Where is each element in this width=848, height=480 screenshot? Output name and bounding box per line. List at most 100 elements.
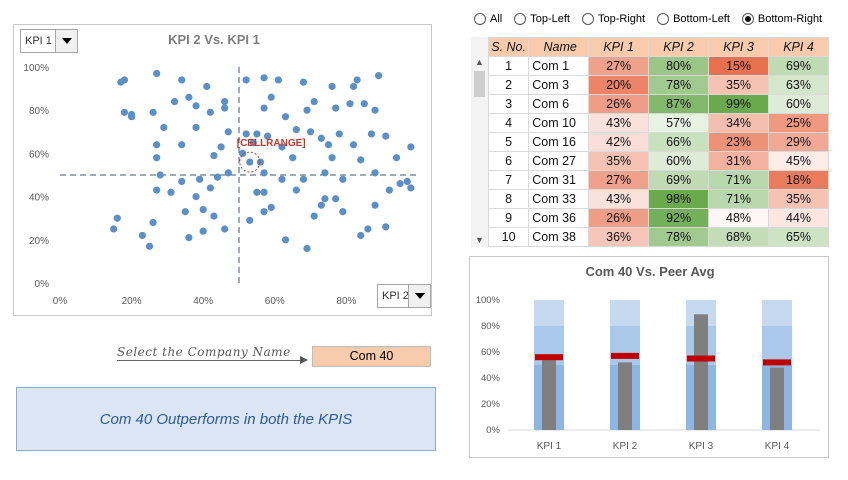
radio-button[interactable] bbox=[514, 13, 527, 25]
bullet-y-tick: 80% bbox=[481, 321, 501, 332]
x-axis-kpi-dropdown[interactable]: KPI 2 bbox=[377, 284, 431, 308]
table-row[interactable]: 8 Com 33 43% 98% 71% 35% bbox=[487, 189, 830, 209]
scatter-point bbox=[392, 154, 401, 162]
outcome-text: Com 40 Outperforms in both the KPIS bbox=[99, 410, 353, 428]
scatter-point bbox=[274, 76, 282, 84]
y-tick-label: 0% bbox=[35, 279, 50, 290]
table-cell-kpi3: 68% bbox=[708, 227, 769, 247]
table-cell-kpi3: 35% bbox=[708, 75, 769, 95]
radio-bottom-right[interactable]: Bottom-Right bbox=[741, 13, 822, 25]
table-row[interactable]: 3 Com 6 26% 87% 99% 60% bbox=[487, 94, 830, 114]
scatter-point bbox=[120, 108, 129, 116]
table-cell-kpi2: 57% bbox=[648, 113, 710, 133]
table-row[interactable]: 9 Com 36 26% 92% 48% 44% bbox=[487, 208, 830, 228]
y-axis-kpi-dropdown[interactable]: KPI 1 bbox=[20, 29, 78, 53]
scatter-point bbox=[185, 93, 193, 101]
scatter-point bbox=[138, 231, 146, 240]
table-row[interactable]: 2 Com 3 20% 78% 35% 63% bbox=[487, 75, 830, 95]
table-row[interactable]: 1 Com 1 27% 80% 15% 69% bbox=[487, 56, 830, 76]
scatter-point bbox=[353, 76, 361, 84]
scatter-point bbox=[221, 104, 229, 112]
scatter-point bbox=[371, 106, 379, 114]
scatter-point bbox=[260, 74, 268, 82]
scatter-point bbox=[396, 180, 404, 188]
bullet-band bbox=[534, 300, 564, 326]
table-row[interactable]: 6 Com 27 35% 60% 31% 45% bbox=[487, 151, 830, 171]
table-cell-kpi3: 71% bbox=[708, 189, 769, 209]
radio-label: Top-Right bbox=[597, 13, 646, 25]
table-cell-name: Com 33 bbox=[528, 189, 590, 209]
header-kpi3: KPI 3 bbox=[708, 37, 769, 57]
scatter-point bbox=[335, 130, 343, 138]
x-tick-label: 20% bbox=[122, 296, 142, 307]
quadrant-filter-radios: All Top-Left Top-Right Bottom-Left Botto… bbox=[474, 10, 834, 28]
table-cell-name: Com 27 bbox=[528, 151, 590, 171]
scatter-point bbox=[324, 141, 333, 149]
scrollbar-thumb[interactable] bbox=[474, 71, 485, 97]
table-cell-kpi2: 92% bbox=[648, 208, 710, 228]
scatter-point bbox=[267, 203, 275, 211]
scatter-point bbox=[256, 158, 265, 166]
x-tick-label: 0% bbox=[53, 296, 68, 307]
scatter-point bbox=[181, 208, 189, 216]
table-scrollbar[interactable]: ▲ ▼ bbox=[471, 37, 488, 247]
radio-label: Top-Left bbox=[530, 13, 570, 25]
scatter-point bbox=[357, 231, 365, 240]
bullet-category-label: KPI 4 bbox=[765, 441, 790, 452]
scatter-point bbox=[238, 149, 247, 157]
scatter-point bbox=[385, 186, 393, 194]
table-cell-kpi3: 71% bbox=[708, 170, 769, 190]
scatter-point bbox=[210, 212, 218, 220]
table-header-row: S. No. Name KPI 1 KPI 2 KPI 3 KPI 4 bbox=[487, 37, 830, 57]
radio-bottom-left[interactable]: Bottom-Left bbox=[657, 13, 730, 25]
chevron-down-icon[interactable] bbox=[408, 285, 430, 307]
table-cell-kpi1: 35% bbox=[588, 151, 650, 171]
scatter-point bbox=[303, 106, 311, 114]
scatter-point bbox=[145, 242, 154, 250]
table-cell-name: Com 31 bbox=[528, 170, 590, 190]
table-row[interactable]: 7 Com 31 27% 69% 71% 18% bbox=[487, 170, 830, 190]
header-kpi2: KPI 2 bbox=[648, 37, 710, 57]
table-cell-kpi2: 69% bbox=[648, 170, 710, 190]
radio-button[interactable] bbox=[657, 13, 670, 25]
select-label-underline bbox=[117, 360, 305, 361]
bullet-category-label: KPI 3 bbox=[689, 441, 714, 452]
table-row[interactable]: 10 Com 38 36% 78% 68% 65% bbox=[487, 227, 830, 247]
scatter-point bbox=[332, 104, 340, 112]
bullet-actual-bar bbox=[618, 362, 632, 430]
bullet-actual-bar bbox=[694, 314, 708, 430]
scatter-point bbox=[371, 201, 379, 209]
scatter-point bbox=[321, 195, 329, 203]
radio-button-selected[interactable] bbox=[741, 13, 754, 25]
highlight-ring bbox=[239, 151, 261, 173]
radio-top-left[interactable]: Top-Left bbox=[514, 13, 570, 25]
radio-button[interactable] bbox=[581, 13, 594, 25]
scatter-point bbox=[128, 113, 136, 121]
scatter-point bbox=[310, 212, 318, 220]
company-name-input[interactable]: Com 40 bbox=[312, 346, 431, 367]
table-cell-kpi4: 63% bbox=[767, 75, 830, 95]
chevron-down-icon[interactable] bbox=[55, 30, 77, 52]
table-cell-kpi1: 36% bbox=[588, 227, 650, 247]
y-tick-label: 100% bbox=[23, 63, 49, 74]
table-row[interactable]: 5 Com 16 42% 66% 23% 29% bbox=[487, 132, 830, 152]
table-cell-kpi3: 34% bbox=[708, 113, 769, 133]
x-axis-kpi-value: KPI 2 bbox=[382, 290, 408, 302]
radio-top-right[interactable]: Top-Right bbox=[581, 13, 646, 25]
table-cell-sno: 7 bbox=[487, 170, 530, 190]
header-kpi4: KPI 4 bbox=[767, 37, 830, 57]
scatter-chart: KPI 2 Vs. KPI 1 0% 20% 40% 60% 80% 100% 0% 20% 40… bbox=[23, 32, 430, 307]
scatter-point bbox=[278, 175, 286, 183]
bullet-title: Com 40 Vs. Peer Avg bbox=[585, 264, 714, 279]
radio-all[interactable]: All bbox=[474, 13, 502, 25]
scatter-point bbox=[120, 76, 129, 84]
scroll-down-icon[interactable]: ▼ bbox=[475, 235, 484, 245]
radio-button[interactable] bbox=[474, 13, 486, 25]
table-row[interactable]: 4 Com 10 43% 57% 34% 25% bbox=[487, 113, 830, 133]
scatter-point bbox=[307, 128, 315, 136]
bullet-target-marker bbox=[763, 359, 791, 366]
scatter-point bbox=[407, 143, 415, 151]
scatter-point bbox=[403, 177, 411, 186]
scatter-point bbox=[253, 188, 261, 196]
scroll-up-icon[interactable]: ▲ bbox=[475, 57, 484, 67]
